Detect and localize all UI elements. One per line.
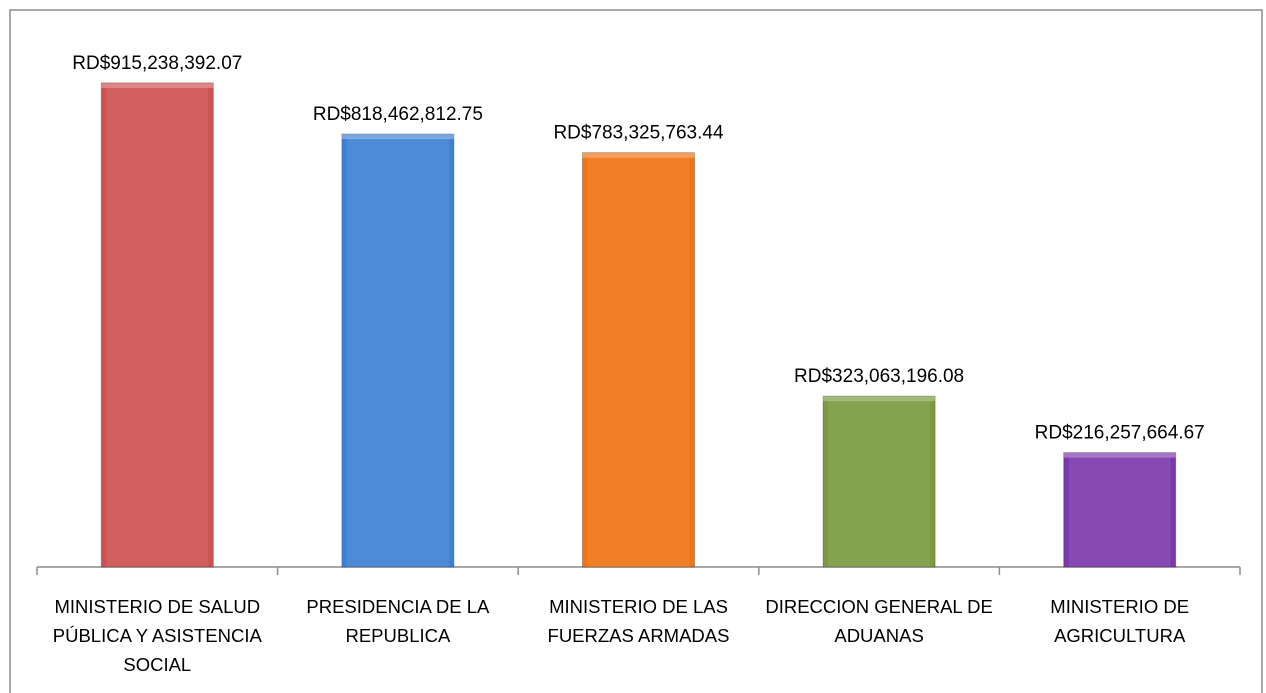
bar <box>341 133 455 568</box>
value-label: RD$915,238,392.07 <box>72 53 242 74</box>
bar <box>100 82 214 568</box>
bar <box>822 395 936 568</box>
bar-highlight <box>828 400 931 567</box>
chart-frame <box>9 9 1263 693</box>
bar-bevel <box>582 152 695 158</box>
bar-bevel <box>1063 452 1176 458</box>
value-label: RD$783,325,763.44 <box>553 123 724 144</box>
x-tick-label: MINISTERIO DE AGRICULTURA <box>1050 596 1190 646</box>
bar-highlight <box>587 156 690 567</box>
bar-highlight <box>346 138 449 567</box>
x-tick-label: DIRECCION GENERAL DE ADUANAS <box>765 596 993 646</box>
bar <box>582 152 695 568</box>
x-tick-label: PRESIDENCIA DE LA REPUBLICA <box>306 596 490 646</box>
bar-highlight <box>1068 456 1171 567</box>
bar-bevel <box>341 134 454 140</box>
value-label: RD$818,462,812.75 <box>313 104 483 125</box>
bar-bevel <box>101 82 214 88</box>
x-tick-label: MINISTERIO DE LAS FUERZAS ARMADAS <box>547 596 730 646</box>
bar-bevel <box>823 396 936 402</box>
value-label: RD$216,257,664.67 <box>1035 423 1205 444</box>
x-tick-label: MINISTERIO DE SALUD PÚBLICA Y ASISTENCIA… <box>52 596 262 675</box>
bar-highlight <box>106 86 209 567</box>
bar <box>1063 452 1177 568</box>
value-label: RD$323,063,196.08 <box>794 366 964 387</box>
